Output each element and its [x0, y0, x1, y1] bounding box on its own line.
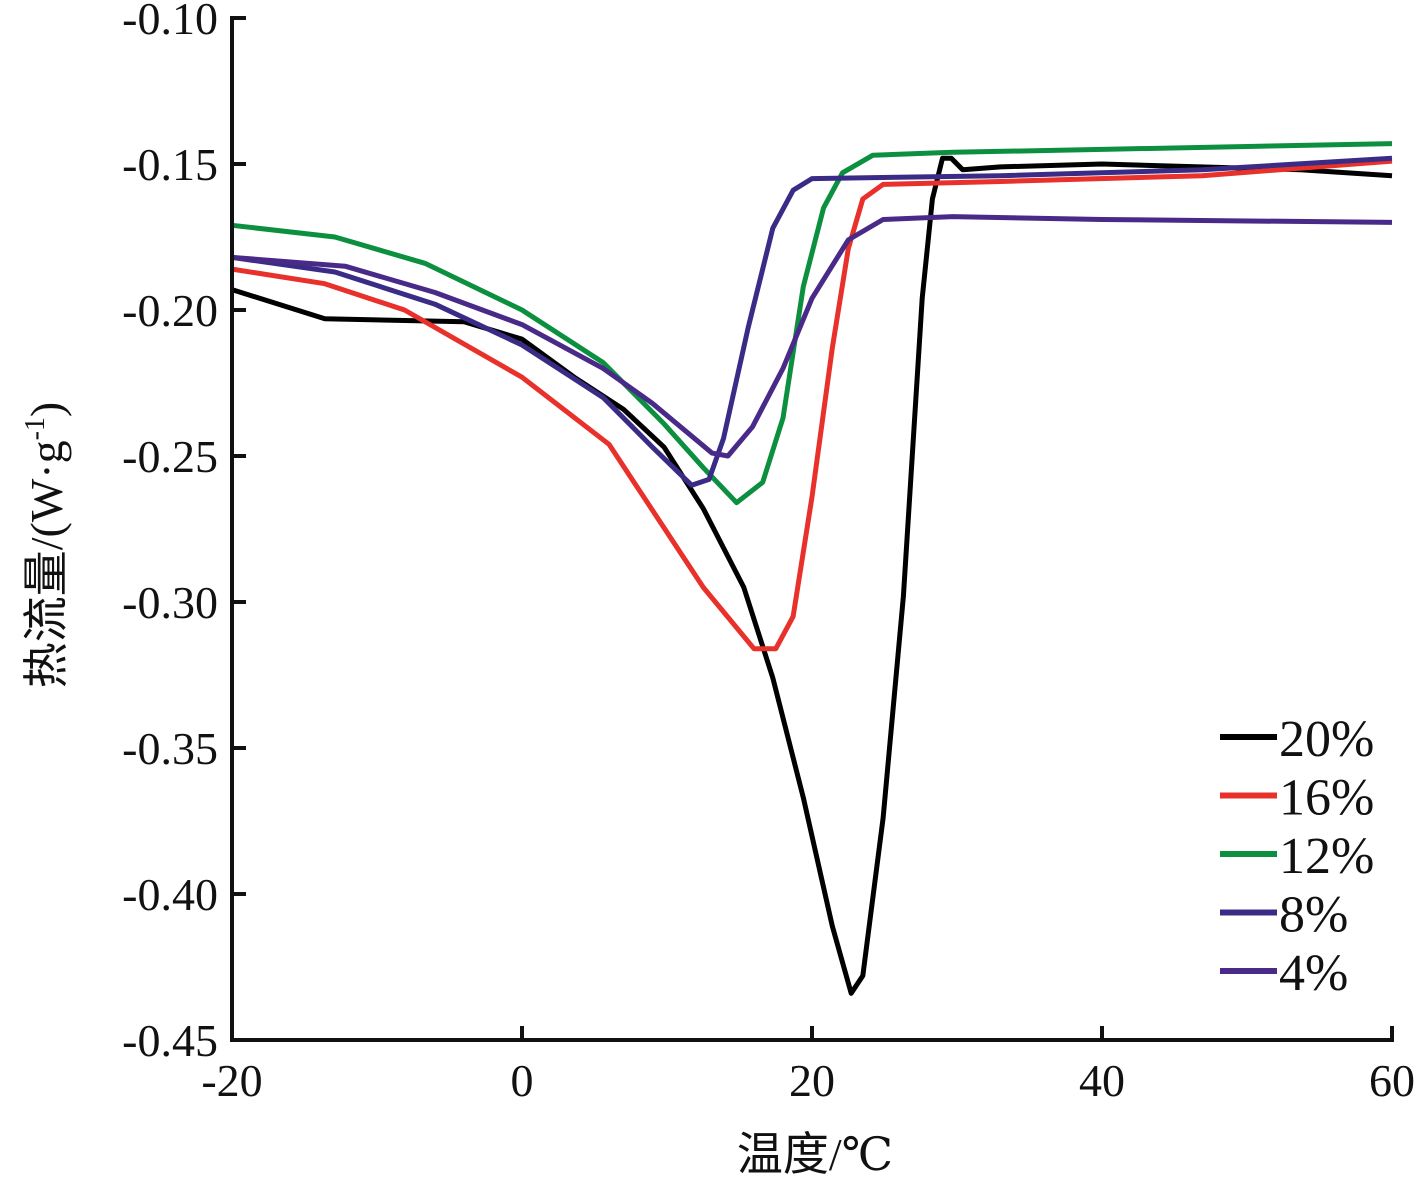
y-tick-label: -0.45	[122, 1015, 218, 1066]
x-tick-label: 0	[511, 1055, 534, 1106]
y-tick-label: -0.40	[122, 869, 218, 920]
y-tick-label: -0.35	[122, 723, 218, 774]
y-tick-label: -0.30	[122, 577, 218, 628]
x-tick-label: 60	[1369, 1055, 1415, 1106]
legend-label: 8%	[1279, 887, 1348, 944]
y-tick-label: -0.10	[122, 0, 218, 44]
series-line-12pct	[231, 141, 1393, 506]
x-axis-title: 温度/℃	[737, 1129, 893, 1180]
y-tick-label: -0.15	[122, 139, 218, 190]
ticks-layer: -20 0 20 40 60 -0.10 -0.15 -0.20 -0.25 -0.30 -0.35…	[122, 0, 1415, 1106]
y-axis-title-end: )	[21, 402, 72, 417]
legend-label: 20%	[1279, 711, 1374, 768]
x-tick-label: 40	[1079, 1055, 1125, 1106]
y-tick-label: -0.20	[122, 285, 218, 336]
series-line-16pct	[231, 158, 1393, 652]
series-line-8pct	[231, 155, 1393, 488]
y-tick-label: -0.25	[122, 431, 218, 482]
legend-label: 4%	[1279, 945, 1348, 1002]
legend-label: 12%	[1279, 828, 1374, 885]
x-tick-label: -20	[201, 1055, 262, 1106]
x-tick-label: 20	[789, 1055, 835, 1106]
series-line-4pct	[231, 214, 1393, 459]
legend-label: 16%	[1279, 770, 1374, 827]
legend: 20%16%12%8%4%	[1220, 711, 1374, 1002]
y-axis-title-sup: -1	[20, 417, 51, 440]
y-axis-title-main: 热流量/(W·g	[21, 440, 72, 688]
y-axis-title: 热流量/(W·g-1)	[20, 402, 72, 689]
series-layer	[231, 141, 1393, 996]
